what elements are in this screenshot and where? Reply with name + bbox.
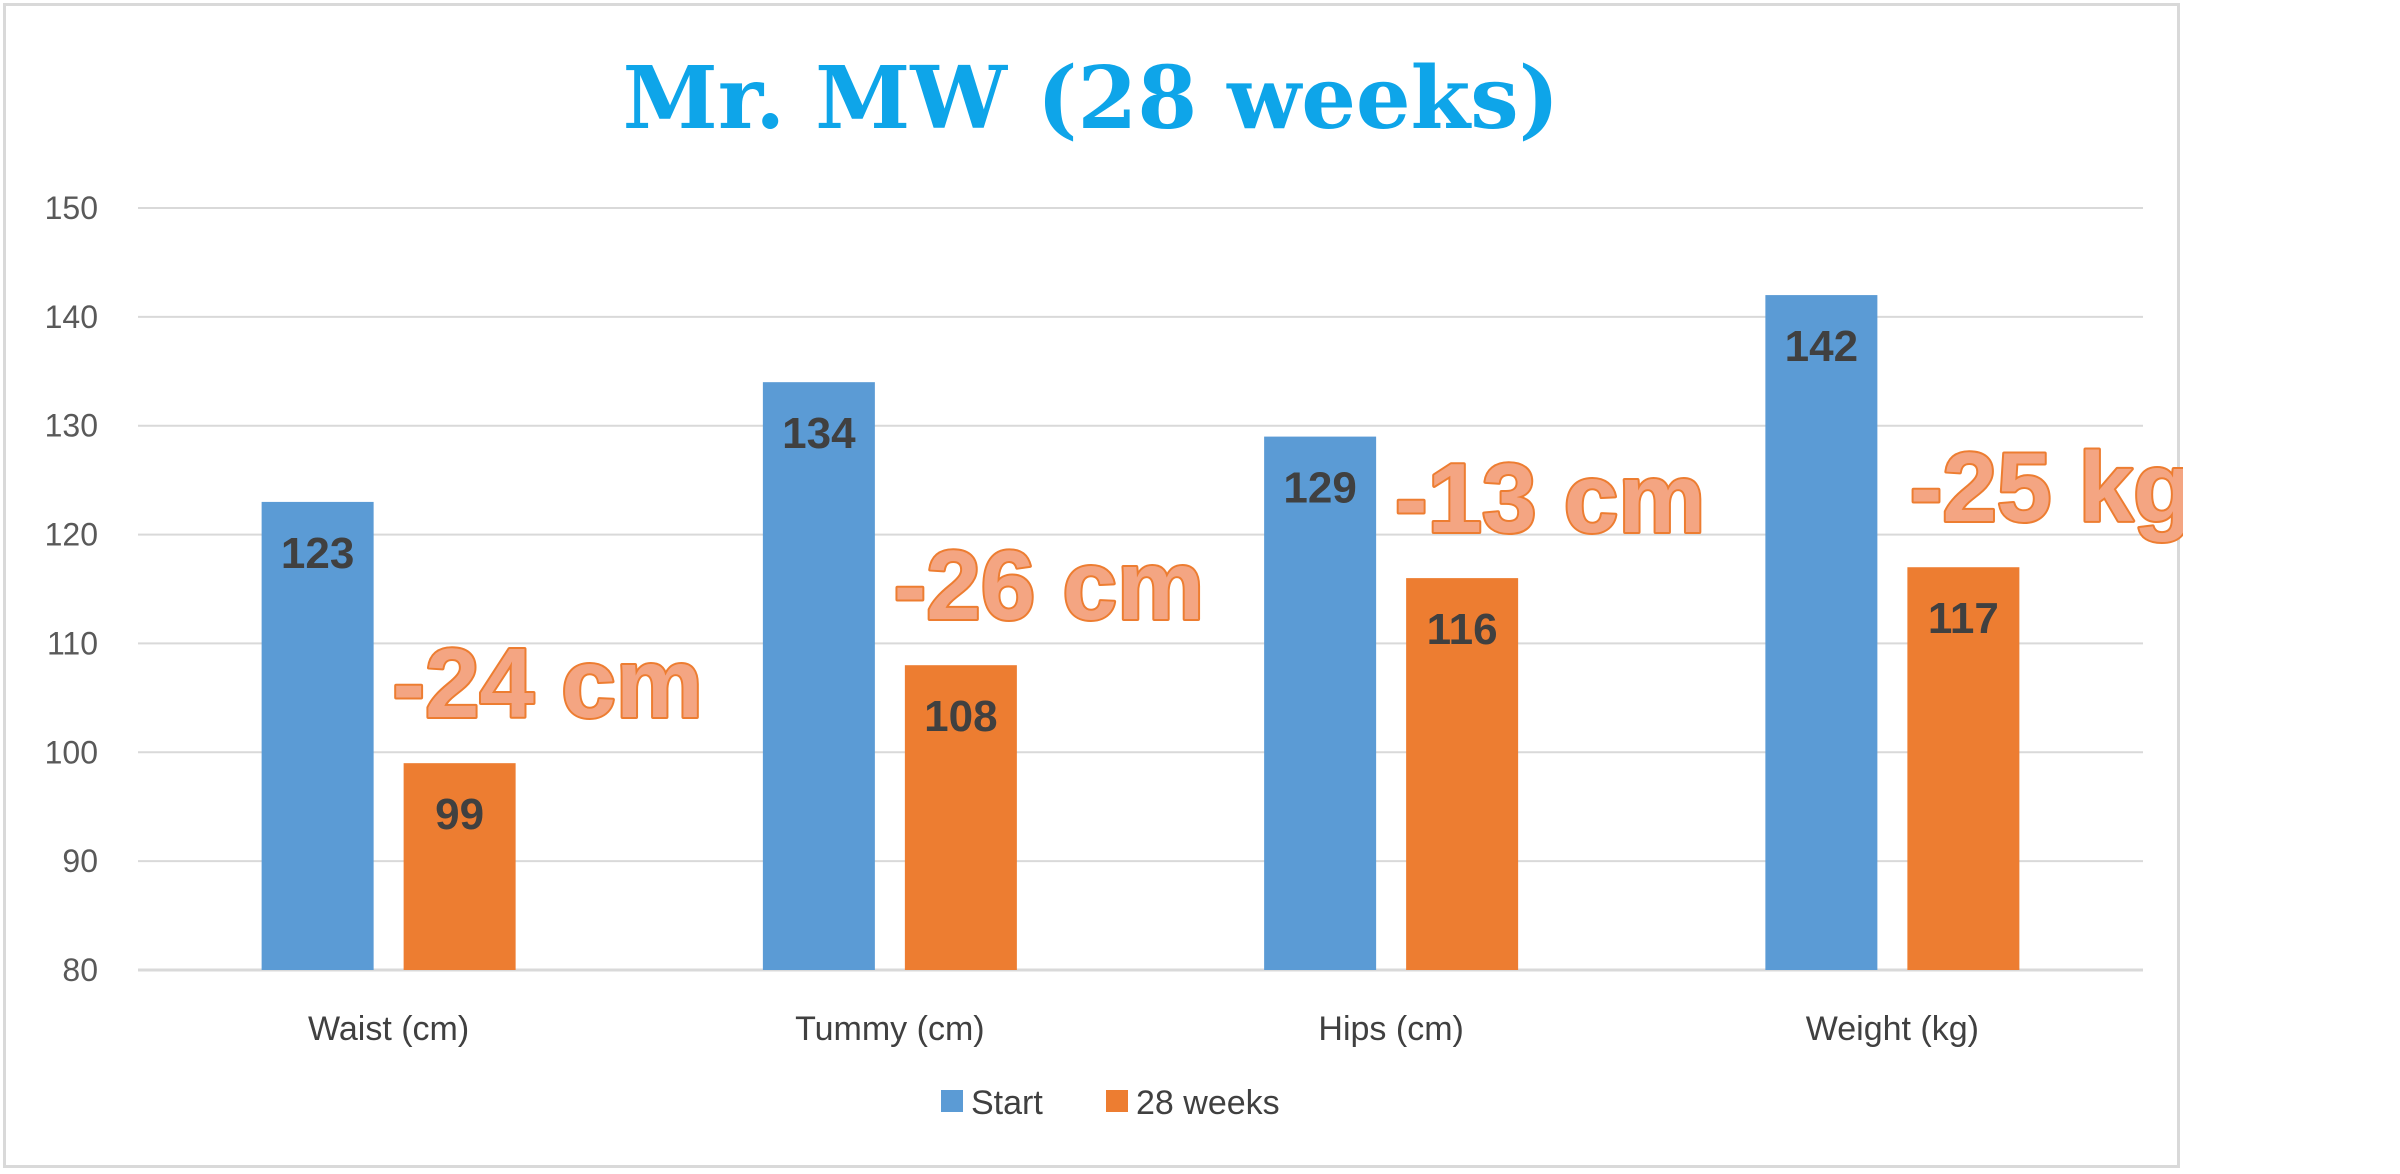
bar-28-weeks <box>1406 578 1519 970</box>
delta-annotation: -26 cm <box>894 530 1205 640</box>
y-tick-label: 90 <box>62 843 98 879</box>
delta-annotation: -25 kg <box>1910 432 2183 542</box>
data-label: 134 <box>782 409 856 458</box>
legend-label: 28 weeks <box>1136 1084 1280 1122</box>
chart-title: Mr. MW (28 weeks) <box>623 48 1560 149</box>
y-tick-label: 130 <box>45 408 98 444</box>
category-label: Tummy (cm) <box>795 1010 984 1048</box>
bar-start <box>762 382 875 971</box>
data-label: 108 <box>924 692 997 741</box>
data-label: 123 <box>281 529 354 578</box>
y-tick-label: 110 <box>47 625 98 661</box>
y-tick-label: 100 <box>45 734 98 770</box>
data-label: 129 <box>1283 464 1356 513</box>
data-label: 99 <box>435 790 484 839</box>
delta-annotation: -13 cm <box>1395 443 1706 553</box>
category-label: Weight (kg) <box>1806 1010 1979 1048</box>
category-label: Hips (cm) <box>1318 1010 1463 1048</box>
chart-frame: Mr. MW (28 weeks) 80 90 100 110 120 130 140 150… <box>3 3 2183 1168</box>
bar-28-weeks <box>904 665 1017 970</box>
delta-annotation: -24 cm <box>392 628 703 738</box>
category-label: Waist (cm) <box>308 1010 469 1048</box>
y-tick-label: 150 <box>45 190 98 226</box>
y-tick-label: 80 <box>62 952 98 988</box>
data-label: 142 <box>1785 322 1858 371</box>
legend-swatch <box>941 1090 963 1112</box>
bar-start <box>1765 295 1878 971</box>
y-tick-label: 140 <box>45 299 98 335</box>
legend-label: Start <box>971 1084 1043 1122</box>
data-label: 117 <box>1928 594 1999 643</box>
bar-start <box>1264 436 1377 971</box>
bar-28-weeks <box>403 763 516 970</box>
y-tick-label: 120 <box>45 517 98 553</box>
bar-28-weeks <box>1907 567 2020 970</box>
legend-swatch <box>1106 1090 1128 1112</box>
bar-start <box>261 501 374 970</box>
data-label: 116 <box>1427 605 1498 654</box>
bar-chart: Mr. MW (28 weeks) 80 90 100 110 120 130 140 150… <box>45 48 2183 1122</box>
